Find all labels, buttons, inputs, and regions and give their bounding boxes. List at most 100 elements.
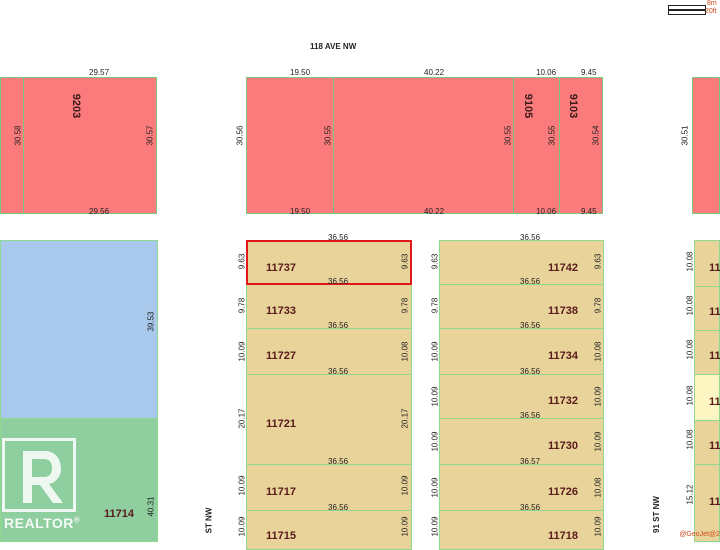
street-label-118-ave: 118 AVE NW (310, 42, 357, 51)
dim-9105-top: 10.06 (536, 68, 557, 77)
dim-9105-bottom: 10.06 (536, 207, 557, 216)
dim-11737-right: 9.63 (400, 253, 410, 270)
dim-11738-bottom: 36.56 (520, 321, 541, 330)
dim-11734-right: 10.08 (593, 341, 603, 362)
dim-middle-a-right: 30.55 (323, 125, 333, 146)
dim-middle-a-left: 30.56 (235, 125, 245, 146)
lot-11742[interactable] (439, 240, 604, 286)
dim-9203-left: 30.58 (13, 125, 23, 146)
dim-11727-right: 10.08 (400, 341, 410, 362)
lot-far-right-2[interactable] (694, 286, 720, 332)
lot-number-11727: 11727 (266, 350, 296, 362)
lot-number-far-right-1: 11 (709, 262, 720, 274)
dim-11742-top: 36.56 (520, 233, 541, 242)
lot-number-9203: 9203 (70, 93, 83, 119)
dim-far-right-5: 10.08 (685, 429, 695, 450)
dim-11717-right: 10.09 (400, 475, 410, 496)
dim-11730-right: 10.09 (593, 431, 603, 452)
dim-far-right-6: 15.12 (685, 484, 695, 505)
scale-imperial: 20ft (705, 8, 717, 15)
lot-top-middle-a[interactable] (246, 77, 335, 214)
lot-far-right-3[interactable] (694, 330, 720, 376)
dim-park-lower: 40.31 (146, 496, 156, 517)
scale-bar (668, 4, 708, 15)
lot-number-11742: 11742 (548, 262, 578, 274)
dim-far-right-top-left: 30.51 (680, 125, 690, 146)
dim-park-upper: 39.53 (146, 311, 156, 332)
dim-11717-bottom: 36.56 (328, 503, 349, 512)
dim-11733-left: 9.78 (237, 297, 247, 314)
dim-11737-left: 9.63 (237, 253, 247, 270)
dim-middle-a-top: 19.50 (290, 68, 311, 77)
dim-far-right-4: 10.08 (685, 385, 695, 406)
lot-9103[interactable] (559, 77, 603, 214)
dim-11742-left: 9.63 (430, 253, 440, 270)
dim-middle-b-top: 40.22 (424, 68, 445, 77)
lot-number-11734: 11734 (548, 350, 578, 362)
dim-11733-right: 9.78 (400, 297, 410, 314)
lot-9203[interactable] (23, 77, 157, 214)
lot-11721[interactable] (246, 374, 412, 466)
dim-11715-right: 10.09 (400, 516, 410, 537)
lot-number-far-right-6: 11 (709, 496, 720, 508)
dim-middle-b-bottom: 40.22 (424, 207, 445, 216)
lot-9105[interactable] (513, 77, 561, 214)
dim-11721-right: 20.17 (400, 408, 410, 429)
dim-11732-bottom: 36.56 (520, 411, 541, 420)
dim-11738-right: 9.78 (593, 297, 603, 314)
lot-number-9103: 9103 (567, 93, 580, 119)
dim-11742-bottom: 36.56 (520, 277, 541, 286)
lot-top-middle-b[interactable] (333, 77, 515, 214)
street-label-91-st: 91 ST NW (651, 496, 661, 533)
lot-11717[interactable] (246, 464, 412, 512)
dim-11732-right: 10.09 (593, 386, 603, 407)
lot-top-far-left[interactable] (0, 77, 25, 214)
realtor-watermark: REALTOR® (2, 438, 84, 534)
dim-11734-bottom: 36.56 (520, 367, 541, 376)
dim-11730-left: 10.09 (430, 431, 440, 452)
dim-11727-bottom: 36.56 (328, 367, 349, 376)
lot-number-9105: 9105 (522, 93, 535, 119)
lot-11738[interactable] (439, 284, 604, 330)
dim-11721-bottom: 36.56 (328, 457, 349, 466)
dim-11732-left: 10.09 (430, 386, 440, 407)
dim-9103-right: 30.54 (591, 125, 601, 146)
dim-11721-left: 20.17 (237, 408, 247, 429)
lot-number-far-right-4: 11 (709, 396, 720, 408)
lot-park-blue[interactable] (0, 240, 158, 420)
lot-top-far-right[interactable] (692, 77, 720, 214)
dim-11718-left: 10.09 (430, 516, 440, 537)
realtor-label: REALTOR® (4, 515, 81, 531)
dim-9203-bottom: 29.56 (89, 207, 110, 216)
lot-number-11714: 11714 (104, 508, 134, 520)
dim-11733-bottom: 36.56 (328, 321, 349, 330)
lot-number-11718: 11718 (548, 530, 578, 542)
lot-11732[interactable] (439, 374, 604, 420)
dim-9103-bottom: 9.45 (581, 207, 597, 216)
street-label-left: ST NW (204, 507, 214, 534)
lot-11727[interactable] (246, 328, 412, 376)
dim-11726-bottom: 36.56 (520, 503, 541, 512)
lot-number-11721: 11721 (266, 418, 296, 430)
dim-far-right-3: 10.08 (685, 339, 695, 360)
lot-number-11732: 11732 (548, 395, 578, 407)
dim-far-right-1: 10.08 (685, 251, 695, 272)
dim-11737-bottom: 36.56 (328, 277, 349, 286)
dim-9103-top: 9.45 (581, 68, 597, 77)
lot-11726[interactable] (439, 464, 604, 512)
lot-far-right-6[interactable] (694, 464, 720, 542)
lot-number-11738: 11738 (548, 305, 578, 317)
lot-number-far-right-5: 11 (709, 440, 720, 452)
lot-number-11737: 11737 (266, 262, 296, 274)
dim-11742-right: 9.63 (593, 253, 603, 270)
dim-11718-right: 10.09 (593, 516, 603, 537)
map-credit: @GeoJet@2 (679, 531, 720, 538)
lot-11718[interactable] (439, 510, 604, 550)
dim-11715-left: 10.09 (237, 516, 247, 537)
lot-11737-selected[interactable] (246, 240, 412, 285)
dim-9203-right: 30.57 (145, 125, 155, 146)
dim-11730-bottom: 36.57 (520, 457, 541, 466)
lot-number-far-right-2: 11 (709, 306, 720, 318)
dim-11726-left: 10.09 (430, 477, 440, 498)
